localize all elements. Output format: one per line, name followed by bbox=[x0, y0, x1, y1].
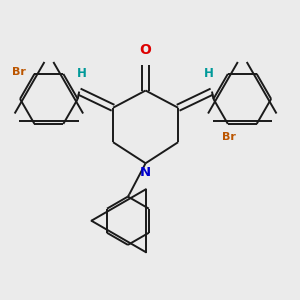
Text: H: H bbox=[77, 67, 87, 80]
Text: H: H bbox=[204, 67, 214, 80]
Text: Br: Br bbox=[12, 67, 26, 76]
Text: N: N bbox=[140, 166, 151, 178]
Text: Br: Br bbox=[222, 132, 236, 142]
Text: O: O bbox=[140, 43, 152, 57]
